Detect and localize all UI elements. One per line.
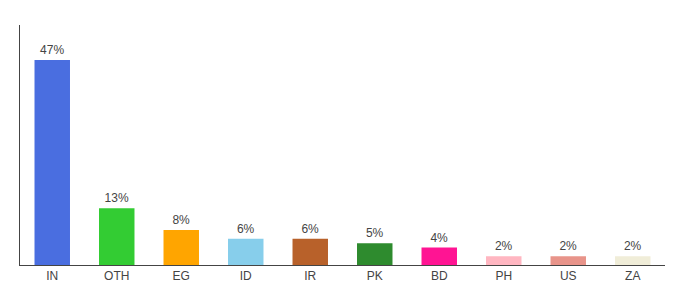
svg-text:8%: 8% [172,213,190,227]
svg-text:47%: 47% [40,43,64,57]
svg-text:EG: EG [173,269,190,283]
svg-text:ID: ID [240,269,252,283]
svg-text:IN: IN [46,269,58,283]
svg-text:BD: BD [431,269,448,283]
svg-text:2%: 2% [495,239,513,253]
svg-text:2%: 2% [559,239,577,253]
svg-text:13%: 13% [105,191,129,205]
svg-text:PH: PH [495,269,512,283]
svg-text:4%: 4% [430,231,448,245]
svg-text:6%: 6% [237,222,255,236]
svg-text:6%: 6% [301,222,319,236]
svg-text:5%: 5% [366,226,384,240]
svg-text:2%: 2% [624,239,642,253]
svg-text:ZA: ZA [625,269,640,283]
svg-text:US: US [560,269,577,283]
svg-text:IR: IR [304,269,316,283]
svg-text:OTH: OTH [104,269,129,283]
svg-text:PK: PK [367,269,383,283]
